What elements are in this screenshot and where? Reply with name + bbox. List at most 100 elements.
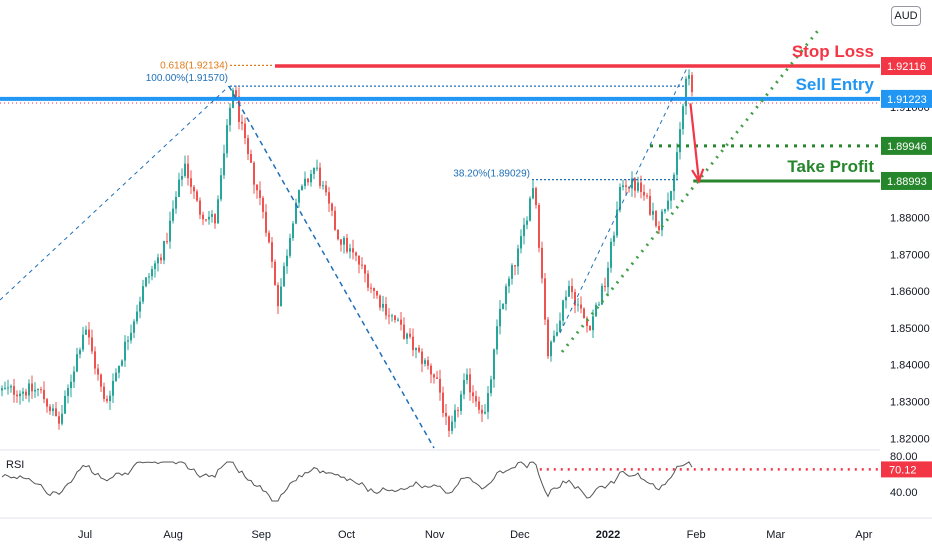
candle-body [439, 378, 441, 393]
candle-body [529, 198, 531, 221]
candle-body [364, 264, 366, 274]
fib-base-dashed-line [0, 85, 230, 301]
price-level-badge [881, 57, 932, 76]
candle-body [538, 204, 540, 248]
candle-body [13, 386, 15, 395]
rsi-axis-tick: 40.00 [890, 487, 918, 499]
take-profit-annotation: Take Profit [787, 157, 874, 176]
candle-body [286, 255, 288, 267]
candle-body [280, 286, 282, 307]
candle-body [550, 341, 552, 357]
time-axis-tick: Nov [425, 529, 445, 541]
candle-body [622, 185, 624, 188]
candle-body [160, 257, 162, 261]
candle-body [631, 178, 633, 189]
rsi-value-label: 70.12 [889, 464, 917, 476]
candle-body [613, 235, 615, 242]
candle-body [37, 389, 39, 391]
candle-body [604, 285, 606, 288]
candle-body [211, 214, 213, 217]
time-axis-tick: Oct [338, 529, 355, 541]
candle-body [268, 232, 270, 243]
candle-body [427, 360, 429, 366]
candle-body [388, 315, 390, 317]
candle-body [64, 395, 66, 414]
candle-body [490, 379, 492, 394]
candle-body [154, 263, 156, 270]
candle-body [421, 351, 423, 364]
candle-body [412, 336, 414, 351]
candle-body [52, 408, 54, 412]
candle-body [103, 386, 105, 399]
price-axis-tick: 1.88000 [890, 213, 930, 225]
candle-body [145, 277, 147, 287]
candle-body [94, 351, 96, 369]
candle-body [217, 199, 219, 224]
candle-body [220, 175, 222, 200]
candle-body [343, 237, 345, 245]
candle-body [496, 326, 498, 350]
candle-body [121, 360, 123, 366]
candle-body [85, 329, 87, 335]
candle-body [658, 226, 660, 231]
candle-body [466, 374, 468, 381]
candle-body [262, 197, 264, 212]
candle-body [214, 214, 216, 224]
candle-body [166, 241, 168, 243]
candle-body [202, 214, 204, 220]
candle-body [265, 211, 267, 233]
candle-body [643, 191, 645, 196]
candle-body [325, 185, 327, 193]
candle-body [355, 252, 357, 256]
price-level-label: 1.91223 [887, 94, 927, 106]
candle-body [22, 391, 24, 394]
candle-body [448, 416, 450, 431]
candle-body [307, 178, 309, 183]
candle-body [337, 229, 339, 240]
candle-body [118, 365, 120, 373]
candle-body [589, 325, 591, 331]
candle-body [562, 300, 564, 321]
price-axis-tick: 1.85000 [890, 323, 930, 335]
candle-body [502, 303, 504, 309]
candle-body [346, 237, 348, 252]
time-axis-tick: Sep [251, 529, 271, 541]
candle-body [193, 186, 195, 192]
candle-body [436, 377, 438, 379]
candle-body [532, 188, 534, 199]
candle-body [115, 372, 117, 381]
candles-group [1, 69, 693, 438]
candle-body [301, 185, 303, 191]
candle-body [340, 239, 342, 245]
candle-body [565, 296, 567, 301]
currency-selector[interactable]: AUD [891, 6, 921, 26]
candle-body [475, 396, 477, 402]
time-axis-tick: Mar [766, 529, 785, 541]
candle-body [184, 163, 186, 176]
price-axis-tick: 1.83000 [890, 397, 930, 409]
rsi-value-badge [881, 461, 932, 478]
candle-body [10, 386, 12, 388]
candle-body [484, 411, 486, 414]
candle-body [511, 265, 513, 279]
rsi-line [1, 461, 693, 502]
candle-body [442, 392, 444, 413]
candle-body [454, 410, 456, 422]
candle-body [16, 394, 18, 397]
candle-body [580, 304, 582, 309]
fib-382-label: 38.20%(1.89029) [453, 169, 530, 180]
candle-body [196, 191, 198, 201]
candle-body [544, 278, 546, 320]
candle-body [241, 121, 243, 124]
rsi-indicator-label: RSI [6, 459, 25, 471]
candle-body [655, 211, 657, 227]
candle-body [664, 209, 666, 212]
candle-body [547, 319, 549, 357]
candle-body [328, 192, 330, 204]
candle-body [70, 381, 72, 389]
candle-body [652, 211, 654, 215]
price-level-label: 1.88993 [887, 176, 927, 188]
candle-body [376, 290, 378, 296]
